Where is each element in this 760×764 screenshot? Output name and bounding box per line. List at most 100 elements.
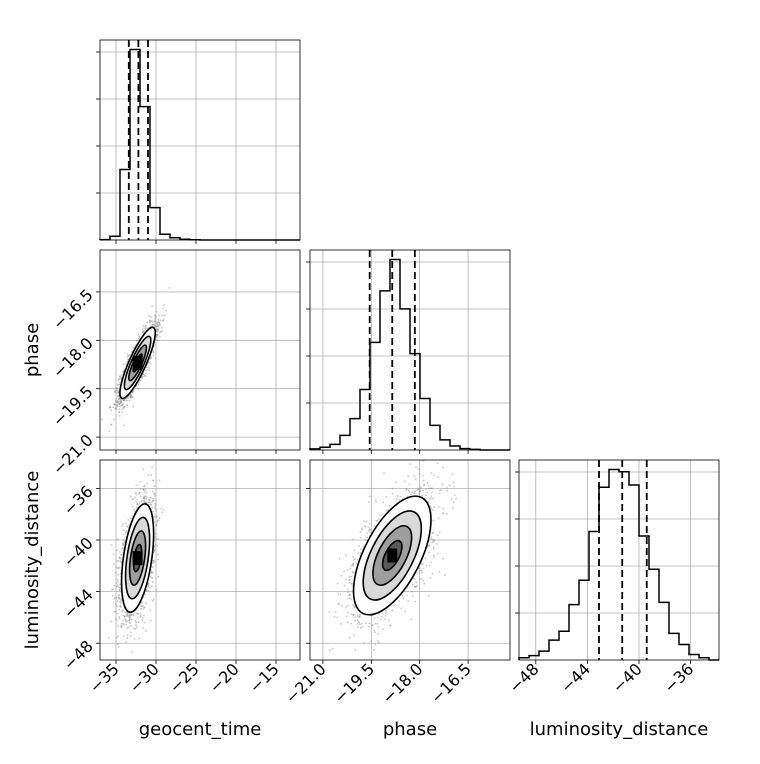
sample-point	[169, 287, 171, 289]
sample-point	[156, 516, 158, 518]
density-frame	[100, 250, 300, 450]
sample-point	[152, 577, 154, 579]
sample-point	[122, 523, 124, 525]
sample-point	[116, 605, 118, 607]
sample-point	[160, 331, 162, 333]
sample-point	[115, 617, 117, 619]
sample-point	[143, 615, 145, 617]
sample-point	[139, 496, 141, 498]
sample-point	[118, 597, 120, 599]
sample-point	[123, 534, 125, 536]
sample-point	[154, 516, 156, 518]
sample-point	[147, 369, 149, 371]
sample-point	[119, 408, 121, 410]
sample-point	[108, 637, 110, 639]
sample-point	[151, 501, 153, 503]
sample-point	[120, 548, 122, 550]
sample-point	[136, 340, 138, 342]
sample-point	[152, 491, 154, 493]
sample-point	[131, 619, 133, 621]
sample-point	[108, 430, 110, 432]
density-peak	[133, 356, 143, 370]
sample-point	[136, 499, 138, 501]
sample-point	[135, 624, 137, 626]
sample-point	[145, 373, 147, 375]
sample-point	[130, 625, 132, 627]
sample-point	[124, 611, 126, 613]
sample-point	[125, 624, 127, 626]
sample-point	[143, 489, 145, 491]
sample-point	[119, 558, 121, 560]
sample-point	[161, 315, 163, 317]
sample-point	[150, 474, 152, 476]
sample-point	[143, 608, 145, 610]
sample-point	[126, 637, 128, 639]
sample-point	[153, 493, 155, 495]
sample-point	[159, 336, 161, 338]
sample-point	[155, 316, 157, 318]
sample-point	[130, 635, 132, 637]
sample-point	[122, 544, 124, 546]
sample-point	[158, 314, 160, 316]
sample-point	[160, 320, 162, 322]
sample-point	[157, 324, 159, 326]
sample-point	[121, 411, 123, 413]
sample-point	[150, 357, 152, 359]
sample-point	[115, 408, 117, 410]
sample-point	[136, 485, 138, 487]
sample-point	[155, 533, 157, 535]
sample-point	[118, 616, 120, 618]
sample-point	[155, 326, 157, 328]
sample-point	[161, 327, 163, 329]
sample-point	[117, 635, 119, 637]
sample-point	[127, 353, 129, 355]
sample-point	[153, 599, 155, 601]
sample-point	[121, 408, 123, 410]
sample-point	[149, 609, 151, 611]
sample-point	[119, 376, 121, 378]
sample-point	[143, 486, 145, 488]
sample-point	[142, 328, 144, 330]
sample-point	[116, 392, 118, 394]
sample-point	[110, 424, 112, 426]
sample-point	[134, 496, 136, 498]
sample-point	[123, 425, 125, 427]
sample-point	[154, 495, 156, 497]
sample-point	[149, 325, 151, 327]
sample-point	[139, 502, 141, 504]
sample-point	[113, 585, 115, 587]
sample-point	[114, 391, 116, 393]
sample-point	[140, 380, 142, 382]
sample-point	[153, 480, 155, 482]
sample-point	[145, 630, 147, 632]
sample-point	[118, 609, 120, 611]
sample-point	[140, 613, 142, 615]
sample-point	[118, 395, 120, 397]
x-tick-label: −36	[660, 659, 697, 696]
sample-point	[113, 419, 115, 421]
sample-point	[145, 602, 147, 604]
sample-point	[155, 589, 157, 591]
sample-point	[163, 509, 165, 511]
sample-point	[117, 643, 119, 645]
sample-point	[153, 321, 155, 323]
sample-point	[150, 316, 152, 318]
sample-point	[146, 321, 148, 323]
sample-point	[127, 634, 129, 636]
sample-point	[138, 621, 140, 623]
sample-point	[128, 400, 130, 402]
sample-point	[117, 600, 119, 602]
sample-point	[113, 554, 115, 556]
sample-point	[124, 615, 126, 617]
sample-point	[136, 626, 138, 628]
sample-point	[115, 398, 117, 400]
sample-point	[140, 615, 142, 617]
sample-point	[150, 504, 152, 506]
sample-point	[163, 315, 165, 317]
sample-point	[146, 492, 148, 494]
histogram-step-luminosity_distance	[519, 470, 719, 660]
sample-point	[157, 319, 159, 321]
sample-point	[116, 619, 118, 621]
sample-point	[123, 363, 125, 365]
sample-point	[119, 415, 121, 417]
